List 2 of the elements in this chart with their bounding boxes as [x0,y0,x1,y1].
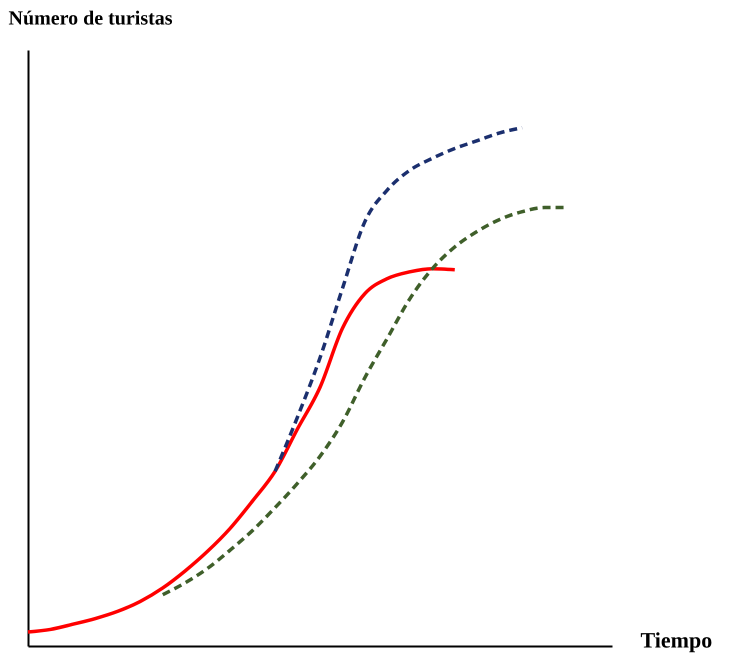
x-axis-title: Tiempo [640,628,712,652]
y-axis-title: Número de turistas [8,8,173,30]
